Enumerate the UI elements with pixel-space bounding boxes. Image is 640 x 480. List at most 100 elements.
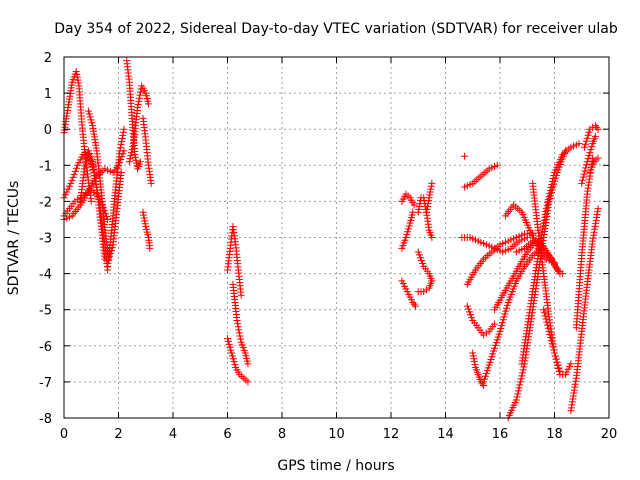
data-point	[502, 307, 510, 315]
data-point	[548, 340, 556, 348]
series-arc-34	[529, 179, 575, 379]
data-point	[69, 173, 77, 181]
data-point	[410, 201, 418, 209]
series-arc-14	[229, 280, 252, 368]
data-point	[86, 113, 94, 121]
data-point	[427, 185, 435, 193]
data-point	[514, 387, 522, 395]
data-point	[546, 187, 554, 195]
data-point	[426, 188, 434, 196]
data-point	[81, 162, 89, 170]
series-arc-39	[580, 122, 602, 151]
data-point	[415, 251, 423, 259]
data-point	[226, 343, 234, 351]
data-point	[547, 337, 555, 345]
data-point	[230, 358, 238, 366]
data-point	[129, 143, 137, 151]
data-point	[225, 340, 233, 348]
data-point	[419, 259, 427, 267]
data-point	[227, 346, 235, 354]
data-point	[538, 228, 546, 236]
data-point	[234, 323, 242, 331]
data-point	[543, 318, 551, 326]
data-point	[229, 355, 237, 363]
data-point	[593, 123, 601, 131]
data-point	[503, 301, 511, 309]
data-point	[540, 216, 548, 224]
x-tick-label: 6	[223, 427, 231, 442]
data-point	[518, 369, 526, 377]
series-arc-24	[458, 234, 531, 256]
data-point	[541, 213, 549, 221]
data-point	[134, 104, 142, 112]
data-point	[136, 158, 144, 166]
data-point	[585, 152, 593, 160]
data-point	[237, 335, 245, 343]
data-point	[235, 326, 243, 334]
data-point	[584, 131, 592, 139]
data-point	[469, 349, 477, 357]
data-point	[582, 164, 590, 172]
data-point	[235, 329, 243, 337]
data-point	[549, 343, 557, 351]
data-point	[465, 308, 473, 316]
data-point	[117, 141, 125, 149]
data-point	[582, 137, 590, 145]
data-point	[548, 178, 556, 186]
data-point	[137, 85, 145, 93]
data-point	[512, 396, 520, 404]
series-arc-09	[125, 82, 152, 166]
data-point	[131, 150, 139, 158]
series-arc-38	[578, 132, 599, 187]
data-point	[503, 304, 511, 312]
data-point	[141, 217, 149, 225]
data-point	[428, 277, 436, 285]
y-tick-label: 1	[44, 87, 52, 102]
data-point	[467, 311, 475, 319]
data-point	[497, 324, 505, 332]
x-tick-label: 20	[601, 427, 618, 442]
x-tick-label: 8	[278, 427, 286, 442]
data-point	[117, 169, 125, 177]
data-point	[588, 143, 596, 151]
data-point	[85, 110, 93, 118]
series-arc-08	[123, 57, 144, 173]
data-point	[544, 196, 552, 204]
data-point	[594, 205, 602, 213]
data-point	[463, 302, 471, 310]
data-point	[146, 244, 154, 252]
series-arc-06	[85, 107, 125, 263]
series-arc-36	[567, 205, 602, 415]
data-point	[414, 248, 422, 256]
data-point	[125, 158, 133, 166]
series-arc-35	[540, 306, 564, 375]
data-point	[547, 184, 555, 192]
y-tick-label: -3	[39, 232, 52, 247]
data-point	[136, 88, 144, 96]
data-point	[513, 393, 521, 401]
y-tick-label: -6	[39, 340, 52, 355]
data-point	[415, 202, 423, 210]
data-point	[422, 208, 430, 216]
series-arc-15	[398, 190, 418, 209]
data-point	[591, 132, 599, 140]
data-point	[594, 154, 602, 162]
data-point	[244, 378, 252, 386]
data-point	[582, 161, 590, 169]
data-point	[87, 116, 95, 124]
data-point	[414, 208, 422, 216]
data-point	[578, 179, 586, 187]
x-tick-label: 14	[437, 427, 454, 442]
data-point	[134, 100, 142, 108]
data-point	[424, 202, 432, 210]
points-layer	[60, 57, 602, 422]
data-point	[224, 337, 232, 345]
data-point	[119, 128, 127, 136]
data-point	[580, 143, 588, 151]
y-tick-label: -5	[39, 304, 52, 319]
data-point	[516, 381, 524, 389]
data-point	[141, 220, 149, 228]
data-point	[120, 125, 128, 133]
